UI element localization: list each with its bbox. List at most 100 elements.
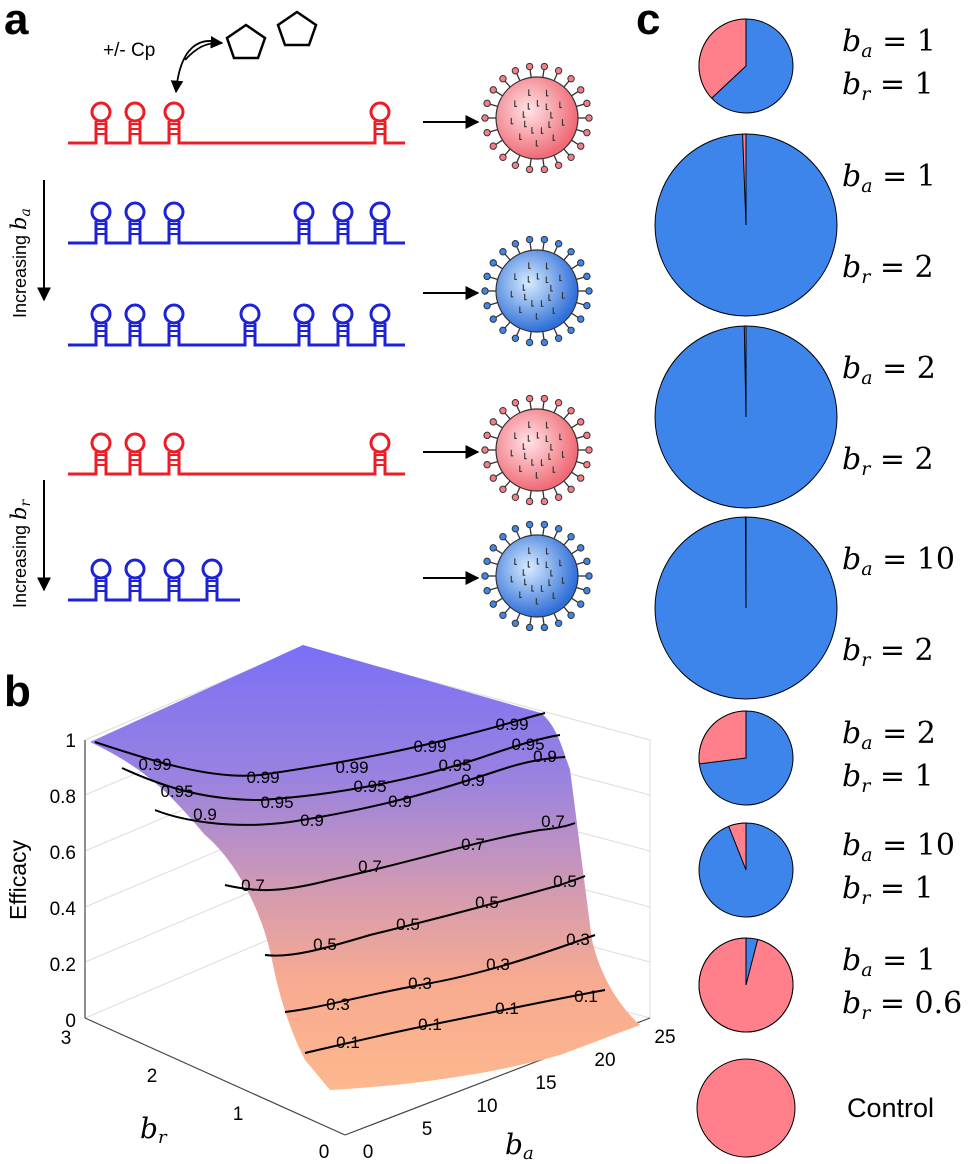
hairpin-loop [332, 201, 354, 223]
pie-slice-red [698, 18, 747, 99]
contour-label: 0.95 [438, 756, 471, 775]
pie-slice-red [742, 133, 747, 226]
pie-label-br: br = 2 [842, 633, 934, 671]
contour-label: 0.95 [353, 777, 386, 796]
pie-label-br: br = 0.6 [842, 986, 962, 1024]
pie-slice-red [698, 710, 747, 765]
hairpin-loop [293, 303, 315, 325]
pentagon-icon [225, 23, 267, 60]
pie-chart: ba = 10 br = 1 [698, 822, 955, 918]
virion-red-icon [481, 394, 593, 506]
contour-label: 0.5 [396, 915, 420, 934]
pie-label-br: br = 1 [842, 871, 934, 909]
panel-letter-b: b [4, 667, 31, 716]
hairpin-loop [369, 201, 391, 223]
hairpin-loop [369, 303, 391, 325]
contour-label: 0.7 [461, 835, 485, 854]
increasing-br-label: Increasing br [7, 498, 34, 608]
panel-b-surface-plot: 0.990.990.990.990.990.950.950.950.950.95… [5, 645, 676, 1164]
contour-label: 0.1 [336, 1033, 360, 1052]
virion-blue-icon [481, 520, 593, 632]
pie-slice-red [743, 325, 747, 418]
pie-label-br: br = 1 [842, 759, 934, 797]
hairpin-loop [90, 432, 112, 454]
ba-tick-label: 20 [594, 1050, 615, 1071]
pie-label-ba: ba = 1 [842, 24, 936, 62]
z-tick-label: 0.2 [50, 955, 76, 976]
contour-label: 0.7 [358, 857, 382, 876]
z-tick-label: 0.6 [50, 843, 76, 864]
pie-label-ba: ba = 1 [842, 943, 936, 981]
pie-label-ba: ba = 1 [842, 159, 936, 197]
pie-chart: ba = 1 br = 1 [698, 18, 936, 114]
hairpin-loop [332, 303, 354, 325]
contour-label: 0.9 [388, 792, 412, 811]
contour-label: 0.1 [495, 999, 519, 1018]
z-tick-label: 0.4 [50, 899, 77, 920]
contour-label: 0.99 [246, 768, 279, 787]
pie-chart: ba = 2 br = 2 [654, 325, 936, 509]
contour-label: 0.5 [313, 935, 337, 954]
br-tick-label: 1 [233, 1104, 244, 1125]
contour-label: 0.1 [574, 987, 598, 1006]
pie-label-ba: ba = 2 [842, 351, 936, 389]
z-tick-label: 1 [65, 731, 76, 752]
panel-a: +/- Cp Increasing ba Increasing br [7, 10, 593, 632]
hairpin-loop [124, 101, 146, 123]
pie-label-ba: ba = 2 [842, 716, 936, 754]
contour-label: 0.9 [193, 805, 217, 824]
efficacy-surface [90, 645, 640, 1090]
rna-segment [68, 432, 405, 476]
hairpin-loop [90, 303, 112, 325]
pie-label-br: br = 2 [842, 250, 934, 288]
hairpin-loop [239, 303, 261, 325]
panel-letter-c: c [636, 0, 660, 44]
hairpin-loop [163, 201, 185, 223]
pie-label-ba: ba = 10 [842, 542, 955, 580]
pie-label: Control [847, 1093, 934, 1123]
hairpin-loop [163, 432, 185, 454]
hairpin-loop [293, 201, 315, 223]
ba-tick-label: 0 [363, 1142, 374, 1163]
pie-chart: ba = 10 br = 2 [654, 516, 955, 700]
rna-segment [68, 101, 405, 145]
contour-label: 0.99 [413, 737, 446, 756]
contour-label: 0.5 [553, 872, 577, 891]
hairpin-loop [163, 101, 185, 123]
hairpin-loop [124, 558, 146, 580]
rna-segment [68, 201, 405, 245]
hairpin-loop [163, 303, 185, 325]
pie-slice-red [696, 1058, 796, 1158]
cp-arrow [184, 36, 224, 61]
contour-label: 0.99 [138, 755, 171, 774]
virion-red-icon [481, 62, 593, 174]
ba-tick-label: 15 [535, 1073, 556, 1094]
pie-chart: ba = 1 br = 0.6 [698, 937, 962, 1033]
contour-label: 0.95 [511, 735, 544, 754]
pie-slice-red [744, 516, 747, 609]
pie-slice-red [698, 937, 794, 1033]
pie-label-ba: ba = 10 [842, 828, 955, 866]
contour-lines [94, 712, 606, 1054]
pie-label-br: br = 2 [842, 442, 934, 480]
contour-label: 0.99 [335, 758, 368, 777]
contour-label: 0.95 [260, 793, 293, 812]
z-tick-label: 0.8 [50, 787, 76, 808]
rna-segment [68, 303, 405, 347]
hairpin-loop [124, 201, 146, 223]
br-tick-label: 0 [319, 1142, 330, 1163]
z-tick-label: 0 [65, 1011, 76, 1032]
hairpin-loop [90, 101, 112, 123]
z-axis-label: Efficacy [5, 839, 31, 920]
contour-label: 0.9 [533, 747, 557, 766]
panel-c-pie-charts: ba = 1br = 1ba = 1br = 2ba = 2br = 2ba =… [654, 18, 962, 1158]
contour-label: 0.3 [486, 955, 510, 974]
rna-segment [68, 558, 240, 602]
br-tick-label: 3 [61, 1028, 72, 1049]
br-tick-label: 2 [147, 1066, 158, 1087]
contour-label: 0.5 [475, 893, 499, 912]
hairpin-loop [124, 432, 146, 454]
hairpin-loop [124, 303, 146, 325]
br-axis-label: br [140, 1112, 168, 1148]
